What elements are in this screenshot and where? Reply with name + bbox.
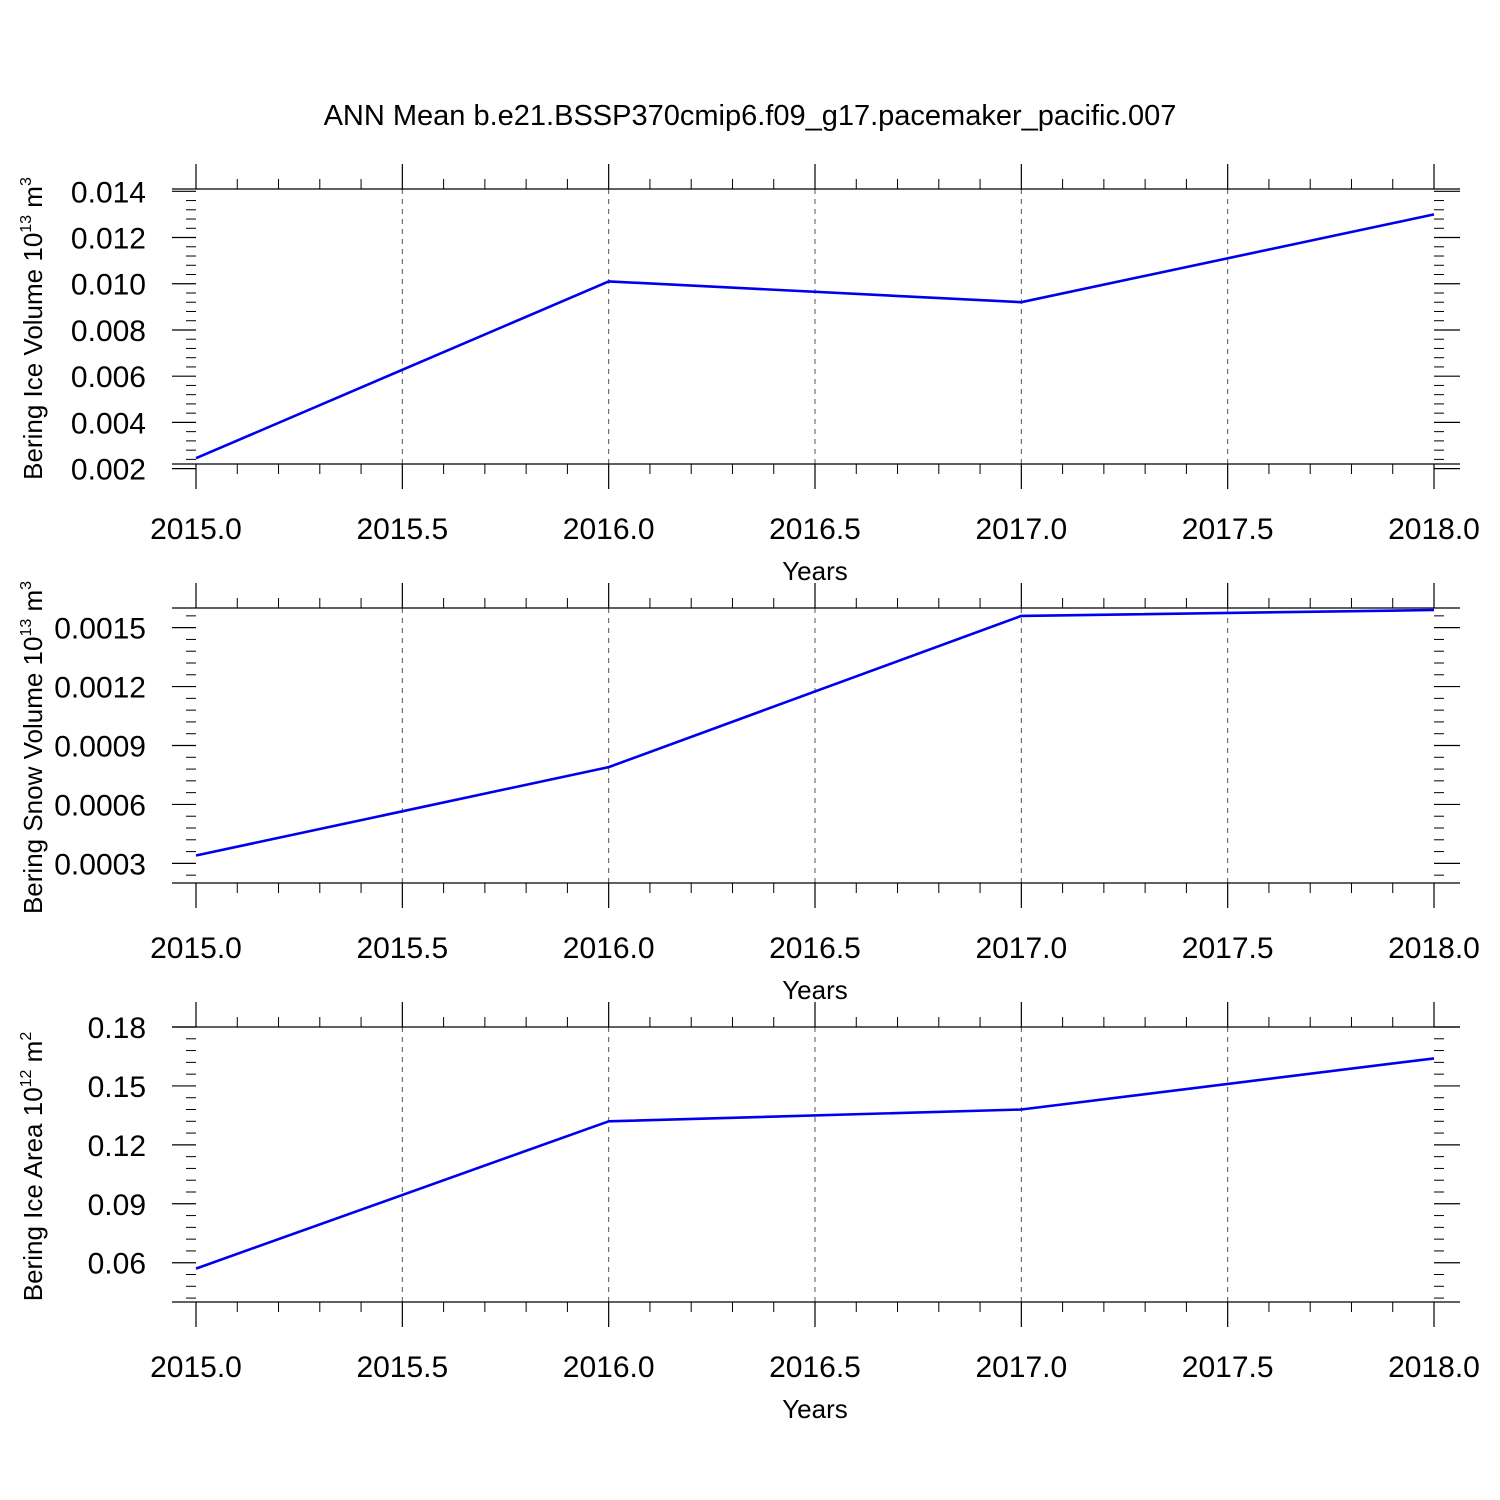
- y-axis-title-unit-exponent: 3: [18, 177, 35, 186]
- y-tick-label: 0.0015: [54, 613, 146, 646]
- y-axis-title-exponent: 13: [18, 215, 35, 233]
- x-tick-label: 2016.5: [769, 932, 861, 965]
- y-tick-label: 0.15: [88, 1071, 146, 1104]
- x-tick-label: 2015.5: [356, 513, 448, 546]
- series-line: [195, 608, 1435, 857]
- y-tick-label: 0.0009: [54, 731, 146, 764]
- y-tick-label: 0.12: [88, 1130, 146, 1163]
- y-axis-title-unit-exponent: 3: [18, 581, 35, 590]
- x-tick-label: 2016.5: [769, 1351, 861, 1384]
- y-tick-label: 0.002: [71, 454, 146, 487]
- y-tick-label: 0.09: [88, 1189, 146, 1222]
- x-axis-title: Years: [782, 556, 848, 586]
- y-tick-label: 0.0006: [54, 789, 146, 822]
- y-axis-title-unit: m: [18, 186, 48, 215]
- series-line: [195, 213, 1435, 460]
- x-tick-label: 2015.5: [356, 932, 448, 965]
- x-axis-title: Years: [782, 975, 848, 1005]
- y-tick-label: 0.0003: [54, 848, 146, 881]
- y-tick-label: 0.012: [71, 223, 146, 256]
- x-tick-label: 2017.5: [1182, 513, 1274, 546]
- y-axis-title-unit-exponent: 2: [18, 1032, 35, 1041]
- y-tick-label: 0.18: [88, 1012, 146, 1045]
- x-tick-label: 2017.5: [1182, 932, 1274, 965]
- x-tick-label: 2018.0: [1388, 1351, 1480, 1384]
- panel-3: 2015.0 2015.5 2016.0 2016.5 2017.0 2017.5 2018…: [18, 1002, 1480, 1424]
- y-axis-title: Bering Ice Volume 1013 m3: [18, 177, 48, 480]
- y-tick-label: 0.008: [71, 315, 146, 348]
- y-axis-title-unit: m: [18, 590, 48, 619]
- y-axis-title-text: Bering Ice Area 10: [18, 1087, 48, 1301]
- y-axis-title: Bering Ice Area 1012 m2: [18, 1032, 48, 1302]
- x-tick-label: 2018.0: [1388, 513, 1480, 546]
- panel-1: 2015.0 2015.5 2016.0 2016.5 2017.0 2017.5 2018…: [18, 164, 1480, 586]
- series-line: [195, 1057, 1435, 1270]
- y-axis-title-exponent: 12: [18, 1069, 35, 1087]
- y-tick-label: 0.0012: [54, 672, 146, 705]
- x-tick-label: 2016.0: [563, 932, 655, 965]
- y-axis-title-text: Bering Snow Volume 10: [18, 637, 48, 915]
- x-tick-label: 2017.5: [1182, 1351, 1274, 1384]
- x-axis-title: Years: [782, 1394, 848, 1424]
- x-tick-label: 2015.0: [150, 932, 242, 965]
- chart-panels: 2015.0 2015.5 2016.0 2016.5 2017.0 2017.5 2018…: [18, 164, 1480, 1424]
- x-tick-label: 2015.5: [356, 1351, 448, 1384]
- y-tick-label: 0.006: [71, 361, 146, 394]
- x-tick-label: 2015.0: [150, 1351, 242, 1384]
- y-axis-title-exponent: 13: [18, 619, 35, 637]
- y-axis-title-text: Bering Ice Volume 10: [18, 233, 48, 480]
- y-axis-title-unit: m: [18, 1041, 48, 1070]
- x-tick-label: 2017.0: [975, 932, 1067, 965]
- x-tick-label: 2017.0: [975, 513, 1067, 546]
- y-axis-title: Bering Snow Volume 1013 m3: [18, 581, 48, 914]
- x-tick-label: 2016.0: [563, 1351, 655, 1384]
- y-tick-label: 0.010: [71, 269, 146, 302]
- x-tick-label: 2018.0: [1388, 932, 1480, 965]
- x-tick-label: 2016.5: [769, 513, 861, 546]
- y-tick-label: 0.004: [71, 407, 146, 440]
- y-tick-label: 0.06: [88, 1248, 146, 1281]
- y-tick-label: 0.014: [71, 176, 146, 209]
- x-tick-label: 2017.0: [975, 1351, 1067, 1384]
- chart-title: ANN Mean b.e21.BSSP370cmip6.f09_g17.pace…: [324, 100, 1177, 132]
- x-tick-label: 2016.0: [563, 513, 655, 546]
- panel-2: 2015.0 2015.5 2016.0 2016.5 2017.0 2017.5 2018…: [18, 581, 1480, 1005]
- x-tick-label: 2015.0: [150, 513, 242, 546]
